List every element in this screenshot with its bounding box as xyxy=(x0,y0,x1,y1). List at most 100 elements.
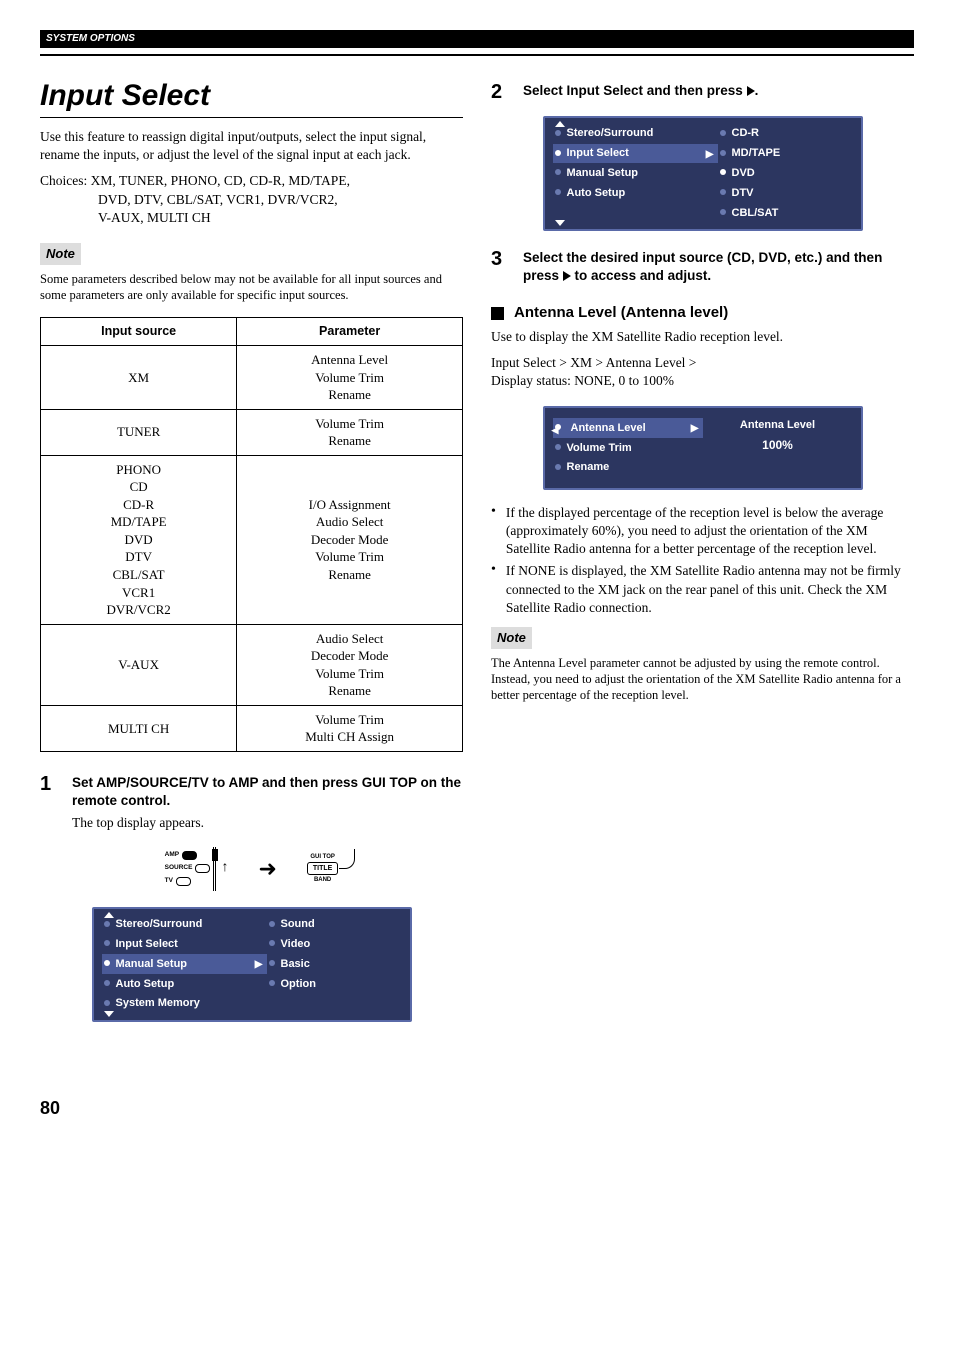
table-param-cell: Volume TrimMulti CH Assign xyxy=(237,705,463,751)
choices-line3: V-AUX, MULTI CH xyxy=(40,209,463,227)
osd-arrow-right-icon: ▶ xyxy=(691,422,699,436)
note-label: Note xyxy=(40,243,81,265)
osd-item: Stereo/Surround xyxy=(553,124,718,144)
osd-item: Manual Setup xyxy=(553,163,718,183)
antenna-heading: Antenna Level (Antenna level) xyxy=(491,303,914,323)
osd-item: Volume Trim xyxy=(553,438,703,458)
switch-slider-icon xyxy=(212,849,218,861)
osd-item: Option xyxy=(267,974,402,994)
title-button-label: TITLE xyxy=(307,862,338,875)
note-text-2: The Antenna Level parameter cannot be ad… xyxy=(491,655,914,704)
remote-diagram: AMP SOURCE TV ↑ ➜ GUI TOP TITLE BAND xyxy=(40,847,463,891)
guitop-label: GUI TOP xyxy=(310,853,335,861)
osd-item: DTV xyxy=(718,183,853,203)
osd-item: MD/TAPE xyxy=(718,144,853,164)
switch-amp: AMP xyxy=(165,851,179,860)
band-label: BAND xyxy=(314,876,331,884)
step-2-title: Select Input Select and then press . xyxy=(523,82,758,100)
square-bullet-icon xyxy=(491,307,504,320)
osd-item: Sound xyxy=(267,915,402,935)
step-3-title-b: to access and adjust. xyxy=(571,268,711,283)
osd-screen-3: Antenna Level▶◀Volume TrimRename Antenna… xyxy=(543,406,863,490)
choices-line1: XM, TUNER, PHONO, CD, CD-R, MD/TAPE, xyxy=(91,173,350,188)
bullet-2: If NONE is displayed, the XM Satellite R… xyxy=(491,562,914,617)
header-underline xyxy=(40,54,914,56)
intro-text: Use this feature to reassign digital inp… xyxy=(40,128,463,164)
param-table: Input source Parameter XMAntenna LevelVo… xyxy=(40,317,463,752)
table-source-cell: TUNER xyxy=(41,409,237,455)
osd-screen-2: Stereo/SurroundInput Select▶Manual Setup… xyxy=(543,116,863,231)
step-1-title: Set AMP/SOURCE/TV to AMP and then press … xyxy=(72,774,463,810)
right-triangle-icon xyxy=(747,86,755,96)
osd-item: CD-R xyxy=(718,124,853,144)
bullet-1: If the displayed percentage of the recep… xyxy=(491,504,914,559)
th-param: Parameter xyxy=(237,318,463,346)
tv-button-icon xyxy=(176,877,191,886)
step-2: 2 Select Input Select and then press . xyxy=(491,82,914,104)
osd3-readout-label: Antenna Level xyxy=(703,418,853,433)
table-param-cell: I/O AssignmentAudio SelectDecoder ModeVo… xyxy=(237,455,463,624)
up-arrow-icon: ↑ xyxy=(221,859,228,878)
osd-item: Input Select xyxy=(102,934,267,954)
osd-item: DVD xyxy=(718,163,853,183)
antenna-path: Input Select > XM > Antenna Level > xyxy=(491,354,914,372)
step-1-num: 1 xyxy=(40,774,58,833)
title-button-diagram: GUI TOP TITLE BAND xyxy=(307,853,338,885)
osd-item: CBL/SAT xyxy=(718,203,853,223)
table-param-cell: Antenna LevelVolume TrimRename xyxy=(237,346,463,410)
osd-item: Auto Setup xyxy=(102,974,267,994)
osd-item: System Memory xyxy=(102,994,267,1014)
osd-item: Antenna Level▶◀ xyxy=(553,418,703,438)
step-3-title: Select the desired input source (CD, DVD… xyxy=(523,249,914,285)
table-source-cell: V-AUX xyxy=(41,624,237,705)
step-2-num: 2 xyxy=(491,82,509,104)
antenna-display: Display status: NONE, 0 to 100% xyxy=(491,372,914,390)
osd2-down-icon xyxy=(555,220,565,226)
table-param-cell: Audio SelectDecoder ModeVolume TrimRenam… xyxy=(237,624,463,705)
note-label-2: Note xyxy=(491,627,532,649)
osd-item: Auto Setup xyxy=(553,183,718,203)
osd-item: Basic xyxy=(267,954,402,974)
pointer-curve-icon xyxy=(339,849,355,869)
th-source: Input source xyxy=(41,318,237,346)
osd-screen-1: Stereo/SurroundInput SelectManual Setup▶… xyxy=(92,907,412,1022)
step-3-num: 3 xyxy=(491,249,509,289)
right-column: 2 Select Input Select and then press . S… xyxy=(491,76,914,1036)
switch-track-icon xyxy=(213,847,216,891)
osd-item: Manual Setup▶ xyxy=(102,954,267,974)
arrow-right-icon: ➜ xyxy=(258,854,276,884)
osd1-down-icon xyxy=(104,1011,114,1017)
table-source-cell: XM xyxy=(41,346,237,410)
choices-line2: DVD, DTV, CBL/SAT, VCR1, DVR/VCR2, xyxy=(40,191,463,209)
osd-item: Stereo/Surround xyxy=(102,915,267,935)
remote-switch: AMP SOURCE TV ↑ xyxy=(165,847,229,891)
choices-block: Choices: XM, TUNER, PHONO, CD, CD-R, MD/… xyxy=(40,172,463,227)
osd-arrow-right-icon: ▶ xyxy=(706,148,714,162)
bullet-list: If the displayed percentage of the recep… xyxy=(491,504,914,617)
switch-tv: TV xyxy=(165,877,173,886)
right-triangle-icon-2 xyxy=(563,271,571,281)
table-source-cell: MULTI CH xyxy=(41,705,237,751)
osd-item: Input Select▶ xyxy=(553,144,718,164)
antenna-body: Use to display the XM Satellite Radio re… xyxy=(491,328,914,346)
osd3-readout-value: 100% xyxy=(703,437,853,453)
switch-source: SOURCE xyxy=(165,864,193,873)
osd-arrow-right-icon: ▶ xyxy=(255,958,263,972)
source-button-icon xyxy=(195,864,210,873)
step-3: 3 Select the desired input source (CD, D… xyxy=(491,249,914,289)
note-text: Some parameters described below may not … xyxy=(40,271,463,304)
page-number: 80 xyxy=(40,1096,914,1120)
table-source-cell: PHONOCDCD-RMD/TAPEDVDDTVCBL/SATVCR1DVR/V… xyxy=(41,455,237,624)
osd-arrow-left-icon: ◀ xyxy=(552,424,559,436)
antenna-heading-text: Antenna Level (Antenna level) xyxy=(514,303,728,323)
header-bar: SYSTEM OPTIONS xyxy=(40,30,914,48)
osd-item: Rename xyxy=(553,458,703,478)
table-param-cell: Volume TrimRename xyxy=(237,409,463,455)
osd-item: Video xyxy=(267,934,402,954)
choices-label: Choices: xyxy=(40,173,87,188)
amp-button-icon xyxy=(182,851,197,860)
step-2-title-b: . xyxy=(755,83,759,98)
step-2-title-a: Select Input Select and then press xyxy=(523,83,747,98)
left-column: Input Select Use this feature to reassig… xyxy=(40,76,463,1036)
step-1-body: The top display appears. xyxy=(72,814,463,832)
